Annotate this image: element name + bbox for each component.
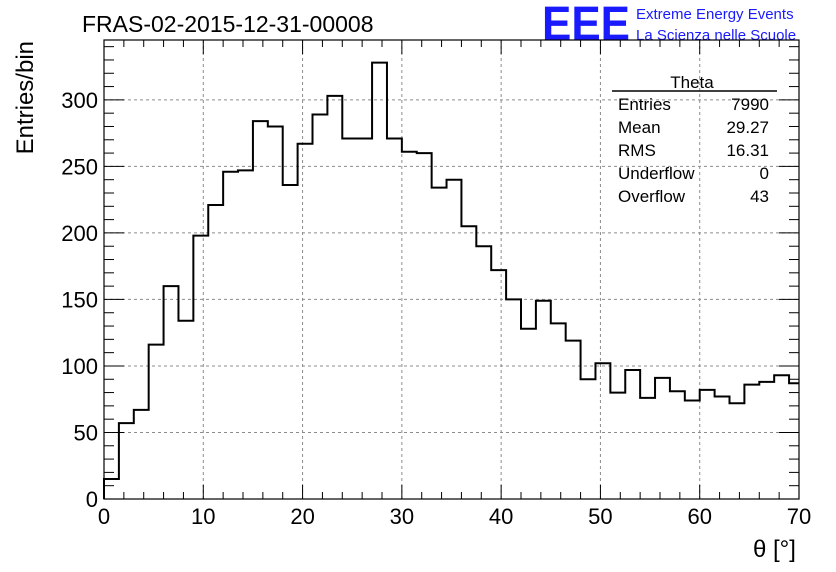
stats-box: Theta Entries 7990 Mean 29.27 RMS 16.31 Underf… (612, 73, 777, 206)
x-tick-label: 60 (687, 504, 711, 529)
x-tick-label: 0 (98, 504, 110, 529)
stats-value: 0 (760, 164, 769, 183)
histogram-series (103, 61, 799, 499)
grid (104, 40, 799, 499)
y-tick-label: 100 (61, 354, 98, 379)
x-tick-label: 10 (191, 504, 215, 529)
x-tick-label: 20 (290, 504, 314, 529)
x-tick-label: 40 (489, 504, 513, 529)
stats-label: Underflow (618, 164, 695, 183)
y-tick-label: 150 (61, 287, 98, 312)
y-tick-label: 200 (61, 221, 98, 246)
stats-label: RMS (618, 141, 656, 160)
stats-label: Mean (618, 118, 661, 137)
stats-label: Entries (618, 95, 671, 114)
x-tick-label: 50 (588, 504, 612, 529)
stats-label: Overflow (618, 187, 686, 206)
chart-title: FRAS-02-2015-12-31-00008 (82, 11, 374, 37)
y-tick-label: 250 (61, 154, 98, 179)
logo-line-1: Extreme Energy Events (636, 6, 794, 23)
x-tick-labels: 0 10 20 30 40 50 60 70 (98, 504, 811, 529)
eee-logo-mark: EEE (542, 0, 630, 51)
plot-frame (103, 39, 800, 500)
y-tick-labels: 0 50 100 150 200 250 300 (61, 88, 98, 512)
y-tick-label: 300 (61, 88, 98, 113)
stats-value: 29.27 (726, 118, 769, 137)
y-tick-label: 50 (74, 420, 98, 445)
stats-title: Theta (670, 73, 714, 92)
stats-value: 16.31 (726, 141, 769, 160)
x-axis-label: θ [°] (753, 536, 796, 563)
stats-value: 7990 (731, 95, 769, 114)
x-tick-label: 70 (787, 504, 811, 529)
y-axis-label: Entries/bin (12, 41, 39, 154)
x-tick-label: 30 (390, 504, 414, 529)
y-tick-label: 0 (86, 487, 98, 512)
axis-ticks (103, 40, 800, 500)
stats-value: 43 (750, 187, 769, 206)
